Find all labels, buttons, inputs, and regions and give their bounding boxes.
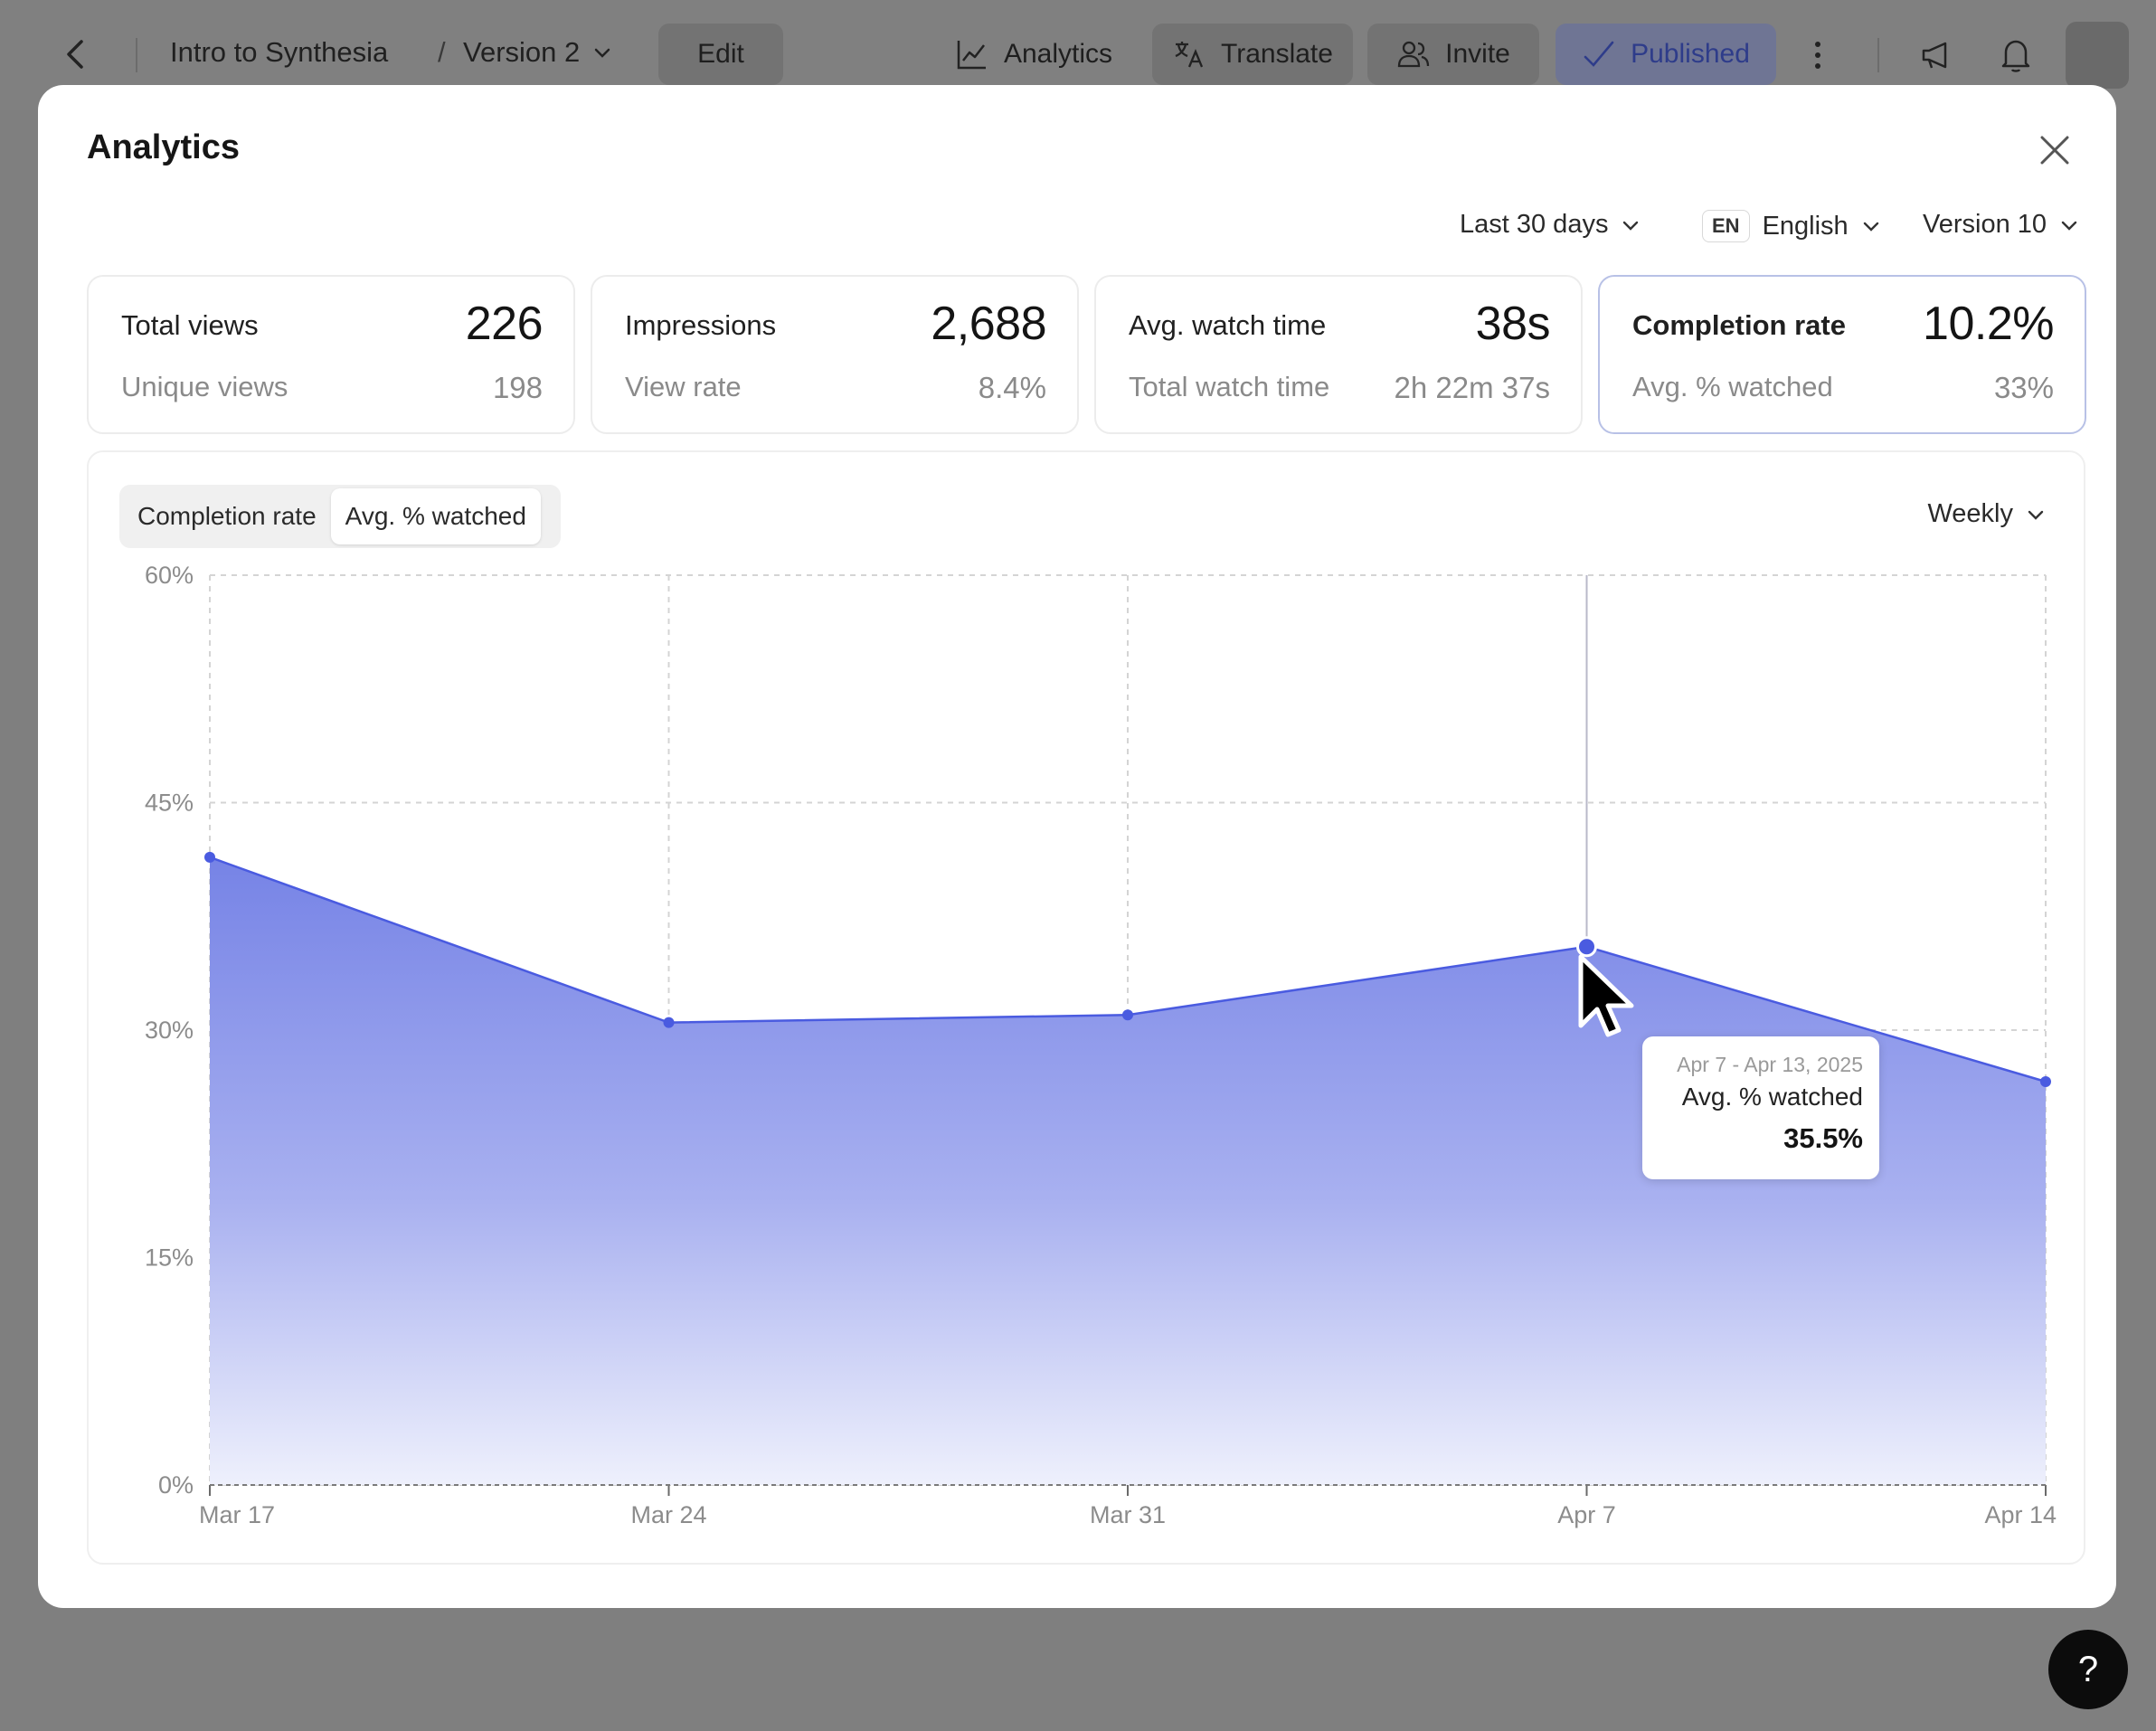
tooltip-series: Avg. % watched (1681, 1083, 1863, 1111)
help-label: ? (2048, 1630, 2128, 1709)
metric-value: 226 (465, 298, 544, 350)
invite-label: Invite (1445, 39, 1510, 69)
version-filter-label: Version 10 (1923, 210, 2047, 239)
back-icon[interactable] (60, 36, 92, 72)
version-filter-dropdown[interactable]: Version 10 (1923, 210, 2079, 240)
date-range-label: Last 30 days (1460, 210, 1609, 239)
more-options-icon[interactable] (1809, 38, 1827, 72)
data-point (1576, 936, 1597, 958)
translate-icon (1175, 42, 1204, 68)
mouse-cursor-icon (1578, 954, 1634, 1037)
metric-sub-label: View rate (625, 371, 742, 402)
metric-label: Total views (121, 309, 259, 341)
y-tick-label: 45% (145, 790, 194, 817)
data-point (2040, 1076, 2051, 1088)
x-tick-label: Mar 31 (1090, 1501, 1166, 1528)
tooltip-value: 35.5% (1783, 1122, 1863, 1154)
metric-card-watch-time[interactable]: Avg. watch time 38s Total watch time 2h … (1094, 275, 1583, 434)
metric-label: Impressions (625, 309, 777, 341)
period-label: Weekly (1927, 499, 2013, 528)
analytics-label: Analytics (1003, 39, 1113, 69)
y-tick-label: 15% (145, 1244, 194, 1272)
y-tick-label: 30% (145, 1017, 194, 1044)
translate-button[interactable]: Translate (1152, 24, 1353, 85)
chevron-down-icon (2061, 221, 2077, 231)
data-point (1122, 1009, 1133, 1021)
metric-card-completion-rate[interactable]: Completion rate 10.2% Avg. % watched 33% (1598, 275, 2086, 434)
video-title[interactable]: Intro to Synthesia (170, 36, 388, 69)
check-icon (1584, 41, 1614, 67)
metric-sub-value: 198 (492, 371, 543, 404)
date-range-dropdown[interactable]: Last 30 days (1460, 210, 1641, 240)
analytics-button[interactable]: Analytics (931, 24, 1136, 85)
edit-button[interactable]: Edit (658, 24, 783, 85)
period-dropdown[interactable]: Weekly (1927, 499, 2046, 529)
data-point (663, 1017, 675, 1028)
bell-icon[interactable] (1999, 36, 2033, 74)
tooltip-date: Apr 7 - Apr 13, 2025 (1677, 1053, 1863, 1076)
megaphone-icon[interactable] (1919, 38, 1953, 72)
version-label: Version 2 (463, 36, 581, 68)
version-dropdown[interactable]: Version 2 (463, 36, 612, 69)
language-code-badge: EN (1702, 210, 1750, 242)
analytics-modal: Analytics Last 30 days EN English Versio… (38, 85, 2116, 1608)
breadcrumb-separator-text: / (438, 36, 446, 68)
metric-sub-label: Avg. % watched (1632, 371, 1833, 402)
toggle-completion-rate[interactable]: Completion rate (137, 502, 317, 530)
edit-label: Edit (697, 39, 744, 69)
metric-value: 2,688 (931, 298, 1046, 350)
toggle-avg-watched[interactable]: Avg. % watched (330, 488, 541, 544)
translate-label: Translate (1221, 39, 1333, 69)
metric-card-impressions[interactable]: Impressions 2,688 View rate 8.4% (591, 275, 1079, 434)
avatar[interactable] (2066, 22, 2129, 89)
chevron-down-icon (1623, 221, 1639, 231)
chevron-down-icon (2028, 510, 2044, 520)
metric-value: 10.2% (1923, 298, 2054, 350)
y-tick-label: 60% (145, 562, 194, 589)
help-button[interactable]: ? (2029, 1630, 2147, 1709)
x-tick-label: Mar 17 (199, 1501, 275, 1528)
area-chart: 0% 15% 30% 45% 60% Mar 17 Mar 24 Mar 31 Apr 7 Apr… (145, 562, 2057, 1528)
chevron-down-icon (595, 48, 610, 58)
breadcrumb-separator: / (438, 36, 446, 69)
language-label: English (1762, 211, 1849, 241)
metric-label: Completion rate (1632, 309, 1846, 341)
metric-sub-label: Total watch time (1129, 371, 1330, 402)
metric-sub-value: 33% (1993, 371, 2054, 404)
close-icon[interactable] (2035, 130, 2075, 170)
published-button[interactable]: Published (1556, 24, 1776, 85)
y-tick-label: 0% (158, 1471, 194, 1499)
chevron-down-icon (1863, 222, 1878, 232)
published-label: Published (1631, 39, 1750, 69)
language-dropdown[interactable]: EN English (1702, 210, 1881, 242)
chart-line-icon (957, 41, 986, 70)
metric-card-total-views[interactable]: Total views 226 Unique views 198 (87, 275, 575, 434)
users-icon (1397, 41, 1430, 68)
modal-title: Analytics (87, 128, 240, 166)
video-title-text: Intro to Synthesia (170, 36, 389, 68)
metric-label: Avg. watch time (1129, 309, 1327, 341)
chart-panel: 0% 15% 30% 45% 60% Mar 17 Mar 24 Mar 31 Apr 7 Apr… (87, 450, 2085, 1565)
x-tick-label: Mar 24 (630, 1501, 706, 1528)
metric-sub-value: 8.4% (978, 371, 1046, 404)
metric-sub-value: 2h 22m 37s (1394, 371, 1550, 404)
x-tick-label: Apr 7 (1557, 1501, 1616, 1528)
metric-toggle: Completion rate Avg. % watched (119, 485, 561, 548)
invite-button[interactable]: Invite (1367, 24, 1539, 85)
data-point (204, 851, 215, 863)
x-tick-label: Apr 14 (1984, 1501, 2057, 1528)
metric-sub-label: Unique views (121, 371, 288, 402)
chart-tooltip: Apr 7 - Apr 13, 2025 Avg. % watched 35.5… (1642, 1036, 1879, 1179)
metric-value: 38s (1475, 298, 1551, 350)
